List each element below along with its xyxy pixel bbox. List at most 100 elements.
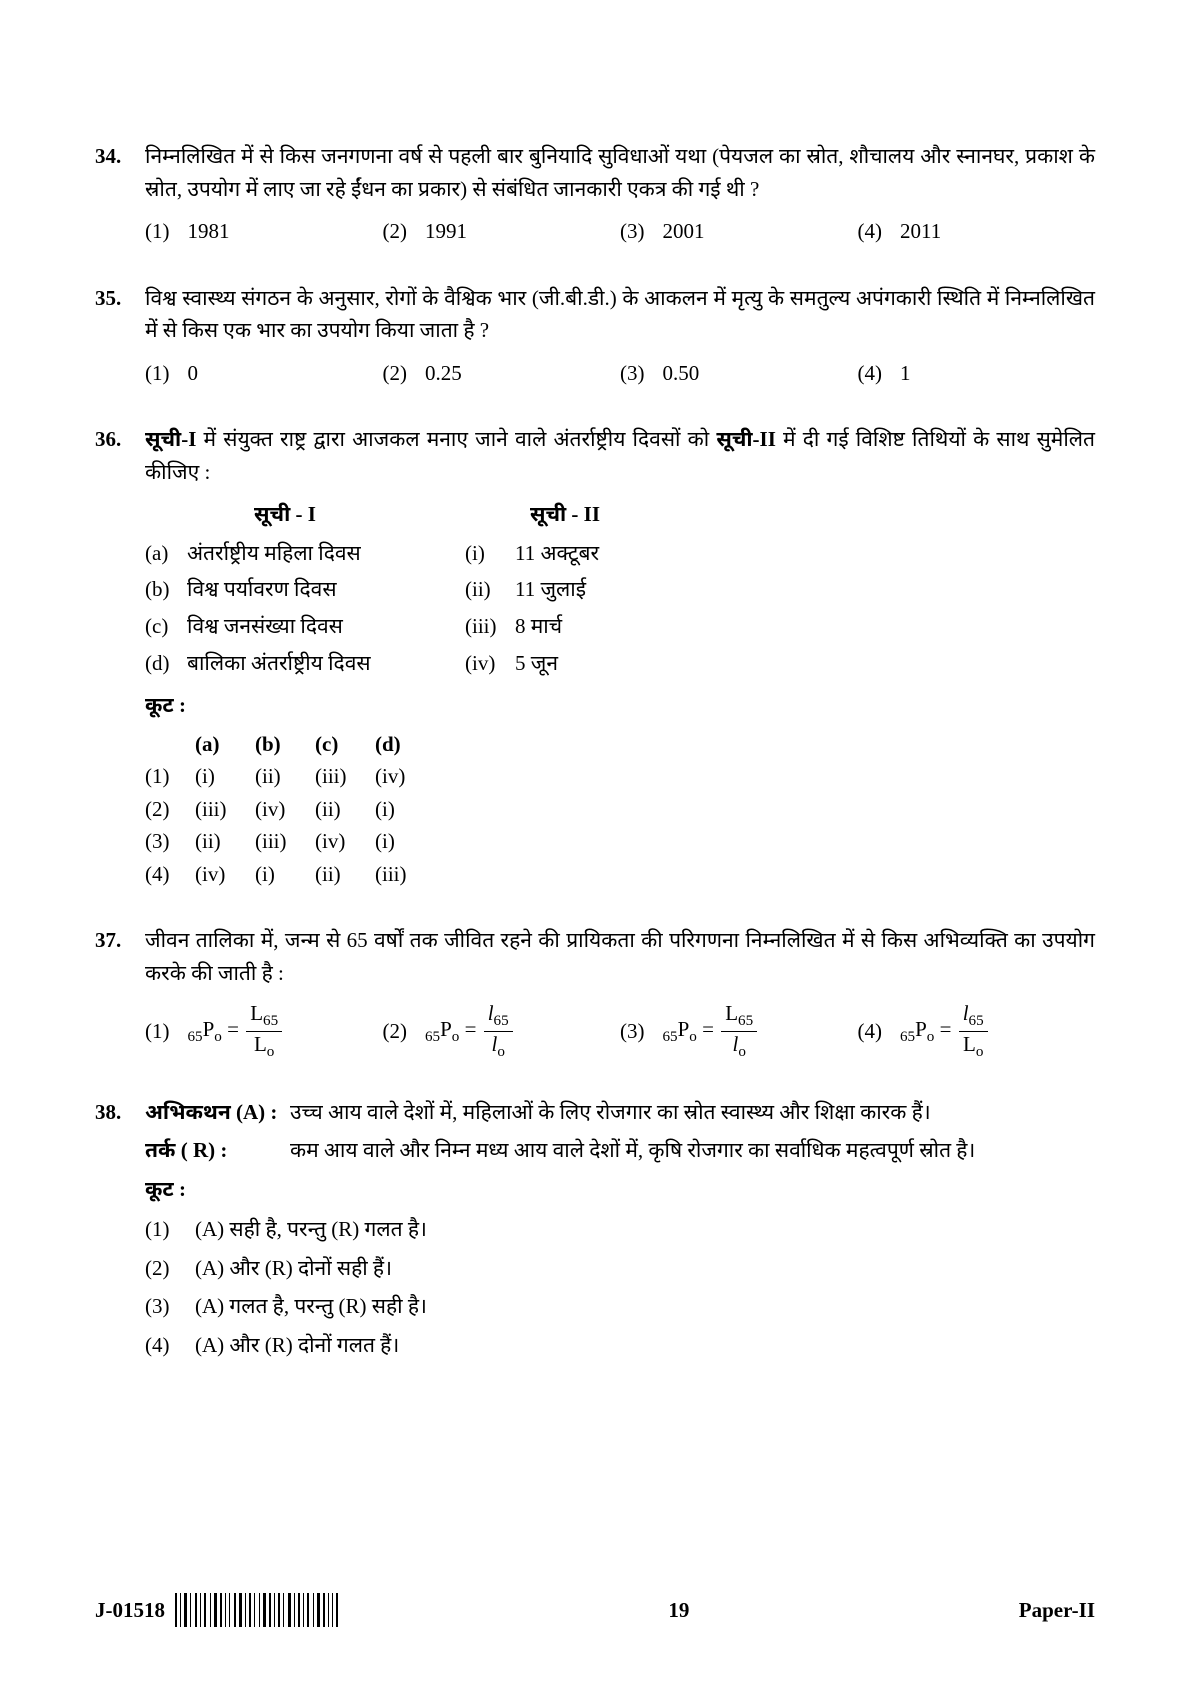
question-34: 34. निम्नलिखित में से किस जनगणना वर्ष से…: [95, 140, 1095, 248]
code-row: (1)(i)(ii)(iii)(iv): [145, 760, 1095, 793]
formula-expression: 65Po = l65Lo: [900, 1001, 988, 1061]
match-label-a: (a): [145, 537, 187, 570]
code-cell: (2): [145, 793, 195, 826]
option-num: (3): [620, 1015, 645, 1048]
question-35: 35. विश्व स्वास्थ्य संगठन के अनुसार, रोग…: [95, 282, 1095, 390]
code-cell: (ii): [315, 858, 375, 891]
code-cell: (iii): [315, 760, 375, 793]
page-footer: J-01518 19 Paper-II: [95, 1593, 1095, 1627]
option-num: (4): [858, 1015, 883, 1048]
formula-expression: 65Po = l65lo: [425, 1001, 513, 1061]
option-2: (2)1991: [383, 215, 621, 248]
question-text: निम्नलिखित में से किस जनगणना वर्ष से पहल…: [145, 140, 1095, 205]
match-text-a: विश्व पर्यावरण दिवस: [187, 573, 425, 606]
match-label-a: (b): [145, 573, 187, 606]
match-label-a: (d): [145, 647, 187, 680]
list2-bold: सूची-II: [716, 427, 776, 451]
option-num: (2): [383, 357, 408, 390]
code-header-cell: (c): [315, 728, 375, 761]
formula-option: (2) 65Po = l65lo: [383, 1001, 621, 1061]
code-row: (3)(ii)(iii)(iv)(i): [145, 825, 1095, 858]
code-cell: (iv): [375, 760, 435, 793]
match-text-b: 11 जुलाई: [515, 573, 586, 606]
option-1: (1) 0: [145, 357, 383, 390]
code-cell: (ii): [255, 760, 315, 793]
reason-row: तर्क ( R) : कम आय वाले और निम्न मध्य आय …: [145, 1134, 1095, 1167]
formula-expression: 65Po = L65Lo: [188, 1001, 283, 1061]
formula-option: (3) 65Po = L65lo: [620, 1001, 858, 1061]
question-37: 37. जीवन तालिका में, जन्म से 65 वर्षों त…: [95, 924, 1095, 1061]
option-text: 2001: [663, 215, 705, 248]
option-num: (2): [383, 1015, 408, 1048]
option-text: 0: [188, 357, 199, 390]
formula-option: (1)65Po = L65Lo: [145, 1001, 383, 1061]
code-label-row: कूट :: [145, 1173, 1095, 1206]
option-num: (3): [620, 215, 645, 248]
option-text: (A) सही है, परन्तु (R) गलत है।: [195, 1213, 427, 1246]
match-label-b: (iii): [465, 610, 515, 643]
option-num: (1): [145, 357, 170, 390]
match-row: (a)अंतर्राष्ट्रीय महिला दिवस(i)11 अक्टूब…: [145, 537, 1095, 570]
code-cell: (iii): [195, 793, 255, 826]
option-2: (2)0.25: [383, 357, 621, 390]
assertion-row: अभिकथन (A) : उच्च आय वाले देशों में, महि…: [145, 1096, 1095, 1129]
match-text-b: 11 अक्टूबर: [515, 537, 599, 570]
question-body: सूची-I में संयुक्त राष्ट्र द्वारा आजकल म…: [145, 423, 1095, 890]
code-cell: (i): [375, 793, 435, 826]
match-header: सूची - I सूची - II: [145, 498, 1095, 531]
match-label-b: (iv): [465, 647, 515, 680]
code-table: (a)(b)(c)(d) (1)(i)(ii)(iii)(iv)(2)(iii)…: [145, 728, 1095, 891]
options-row: (1) 1981 (2)1991 (3) 2001 (4)2011: [145, 215, 1095, 248]
assertion-option: (1)(A) सही है, परन्तु (R) गलत है।: [145, 1213, 1095, 1246]
match-row: (c)विश्व जनसंख्या दिवस(iii)8 मार्च: [145, 610, 1095, 643]
option-text: (A) और (R) दोनों गलत हैं।: [195, 1329, 399, 1362]
option-text: 0.50: [663, 357, 700, 390]
option-text: 1981: [188, 215, 230, 248]
question-38: 38. अभिकथन (A) : उच्च आय वाले देशों में,…: [95, 1096, 1095, 1368]
option-num: (1): [145, 215, 170, 248]
code-label: कूट :: [145, 689, 1095, 722]
formula-row: (1)65Po = L65Lo(2) 65Po = l65lo (3) 65Po = …: [145, 1001, 1095, 1061]
option-text: 1991: [425, 215, 467, 248]
question-text: जीवन तालिका में, जन्म से 65 वर्षों तक जी…: [145, 924, 1095, 989]
match-header-1: सूची - I: [145, 498, 425, 531]
option-3: (3) 0.50: [620, 357, 858, 390]
code-cell: (i): [255, 858, 315, 891]
option-text: (A) गलत है, परन्तु (R) सही है।: [195, 1290, 427, 1323]
option-num: (3): [145, 1290, 195, 1323]
match-text-b: 8 मार्च: [515, 610, 562, 643]
match-text-a: अंतर्राष्ट्रीय महिला दिवस: [187, 537, 425, 570]
option-4: (4)2011: [858, 215, 1096, 248]
option-4: (4)1: [858, 357, 1096, 390]
question-number: 37.: [95, 924, 145, 1061]
options-row: (1) 0 (2)0.25 (3) 0.50 (4)1: [145, 357, 1095, 390]
paper-label: Paper-II: [1019, 1594, 1095, 1627]
code-cell: (iv): [315, 825, 375, 858]
question-36: 36. सूची-I में संयुक्त राष्ट्र द्वारा आज…: [95, 423, 1095, 890]
formula-expression: 65Po = L65lo: [663, 1001, 758, 1061]
code-cell: (i): [375, 825, 435, 858]
question-body: निम्नलिखित में से किस जनगणना वर्ष से पहल…: [145, 140, 1095, 248]
assertion-options: (1)(A) सही है, परन्तु (R) गलत है।(2)(A) …: [145, 1213, 1095, 1361]
assertion-label: अभिकथन (A) :: [145, 1096, 290, 1129]
list1-bold: सूची-I: [145, 427, 196, 451]
code-cell: (iii): [255, 825, 315, 858]
question-number: 34.: [95, 140, 145, 248]
code-header-cell: (d): [375, 728, 435, 761]
assertion-text: उच्च आय वाले देशों में, महिलाओं के लिए र…: [290, 1096, 1095, 1129]
match-table: सूची - I सूची - II (a)अंतर्राष्ट्रीय महि…: [145, 498, 1095, 679]
option-1: (1) 1981: [145, 215, 383, 248]
code-header-cell: [145, 728, 195, 761]
assertion-option: (3)(A) गलत है, परन्तु (R) सही है।: [145, 1290, 1095, 1323]
code-header-cell: (b): [255, 728, 315, 761]
option-3: (3) 2001: [620, 215, 858, 248]
option-num: (4): [858, 357, 883, 390]
question-text: विश्व स्वास्थ्य संगठन के अनुसार, रोगों क…: [145, 282, 1095, 347]
formula-option: (4) 65Po = l65Lo: [858, 1001, 1096, 1061]
code-row: (4)(iv)(i)(ii)(iii): [145, 858, 1095, 891]
code-cell: (ii): [315, 793, 375, 826]
option-num: (3): [620, 357, 645, 390]
option-text: (A) और (R) दोनों सही हैं।: [195, 1252, 392, 1285]
question-body: विश्व स्वास्थ्य संगठन के अनुसार, रोगों क…: [145, 282, 1095, 390]
code-cell: (1): [145, 760, 195, 793]
